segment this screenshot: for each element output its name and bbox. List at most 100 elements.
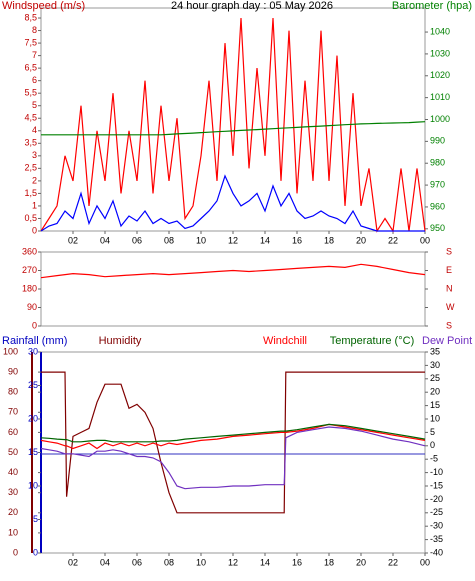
series-line bbox=[40, 174, 425, 232]
y2ticks-label: 1040 bbox=[430, 26, 450, 36]
y2ticks-label: 20 bbox=[430, 387, 440, 397]
y2ticks-label: -35 bbox=[430, 534, 443, 544]
y3ticks-label: 5 bbox=[33, 514, 38, 524]
yticks-label: 3,5 bbox=[24, 138, 37, 148]
series-line bbox=[40, 423, 426, 443]
x-tick-label: 18 bbox=[324, 557, 334, 567]
y2ticks-label: 5 bbox=[430, 427, 435, 437]
yticks-label: 7,5 bbox=[24, 37, 37, 47]
yticks-label: 270 bbox=[22, 265, 37, 275]
x-tick-label: 10 bbox=[196, 557, 206, 567]
x-tick-label: 06 bbox=[132, 557, 142, 567]
yticks-label: 10 bbox=[8, 527, 18, 537]
x-tick-label: 22 bbox=[388, 557, 398, 567]
title: 24 hour graph day : 05 May 2026 bbox=[171, 0, 333, 12]
yticks-label: 1,5 bbox=[24, 188, 37, 198]
x-tick-label: 14 bbox=[260, 557, 270, 567]
series-line bbox=[40, 426, 426, 490]
x-tick-label: 06 bbox=[132, 235, 142, 245]
y3ticks-label: 15 bbox=[28, 447, 38, 457]
y3ticks-label: 0 bbox=[33, 547, 38, 557]
y2ticks-label: 25 bbox=[430, 373, 440, 383]
legend-entry: Windchill bbox=[263, 335, 307, 347]
x-tick-label: 18 bbox=[324, 235, 334, 245]
yticks-label: 2 bbox=[32, 175, 37, 185]
x-tick-label: 14 bbox=[260, 235, 270, 245]
yticks-label: 0 bbox=[32, 320, 37, 330]
yticks-label: 3 bbox=[32, 150, 37, 160]
y2ticks-label: -5 bbox=[430, 454, 438, 464]
y2-label: Barometer (hpa) bbox=[392, 0, 472, 12]
y2ticks-label: -40 bbox=[430, 547, 443, 557]
series-line bbox=[40, 263, 426, 279]
y2ticks-label: 0 bbox=[430, 440, 435, 450]
yticks-label: 5,5 bbox=[24, 88, 37, 98]
yticks-label: 5 bbox=[32, 100, 37, 110]
x-tick-label: 12 bbox=[228, 235, 238, 245]
x-tick-label: 12 bbox=[228, 557, 238, 567]
legend-entry: Temperature (°C) bbox=[330, 335, 414, 347]
x-tick-label: 00 bbox=[420, 557, 430, 567]
yticks-label: 360 bbox=[22, 246, 37, 256]
y2ticks-label: 950 bbox=[430, 223, 445, 233]
yticks-label: 80 bbox=[8, 387, 18, 397]
yticks-label: 2,5 bbox=[24, 163, 37, 173]
yticks-label: 6,5 bbox=[24, 63, 37, 73]
yticks-label: 50 bbox=[8, 447, 18, 457]
y2ticks-label: 1000 bbox=[430, 114, 450, 124]
y2ticks-label: 35 bbox=[430, 346, 440, 356]
yticks-label: 90 bbox=[8, 366, 18, 376]
rain-label: Rainfall (mm) bbox=[2, 335, 67, 347]
x-tick-label: 08 bbox=[164, 235, 174, 245]
x-tick-label: 20 bbox=[356, 557, 366, 567]
y2ticks-label: W bbox=[446, 302, 455, 312]
yticks-label: 20 bbox=[8, 507, 18, 517]
y2ticks-label: E bbox=[446, 265, 452, 275]
yticks-label: 70 bbox=[8, 407, 18, 417]
series-line bbox=[41, 371, 425, 514]
yticks-label: 4 bbox=[32, 125, 37, 135]
y2ticks-label: 30 bbox=[430, 360, 440, 370]
y2ticks-label: -25 bbox=[430, 507, 443, 517]
x-tick-label: 10 bbox=[196, 235, 206, 245]
legend-entry: Humidity bbox=[99, 335, 142, 347]
yticks-label: 8,5 bbox=[24, 12, 37, 22]
y-label: Windspeed (m/s) bbox=[2, 0, 85, 12]
x-tick-label: 16 bbox=[292, 557, 302, 567]
yticks-label: 7 bbox=[32, 50, 37, 60]
yticks-label: 90 bbox=[27, 302, 37, 312]
yticks-label: 8 bbox=[32, 25, 37, 35]
yticks-label: 4,5 bbox=[24, 113, 37, 123]
y3ticks-label: 25 bbox=[28, 380, 38, 390]
y2ticks-label: 1020 bbox=[430, 70, 450, 80]
series-line bbox=[40, 17, 426, 233]
y2ticks-label: -30 bbox=[430, 521, 443, 531]
yticks-label: 0,5 bbox=[24, 213, 37, 223]
y2ticks-label: 990 bbox=[430, 136, 445, 146]
x-tick-label: 16 bbox=[292, 235, 302, 245]
yticks-label: 100 bbox=[3, 346, 18, 356]
yticks-label: 0 bbox=[13, 547, 18, 557]
y2ticks-label: 10 bbox=[430, 413, 440, 423]
x-tick-label: 04 bbox=[100, 557, 110, 567]
yticks-label: 30 bbox=[8, 487, 18, 497]
x-tick-label: 00 bbox=[420, 235, 430, 245]
series-line bbox=[41, 121, 426, 136]
y3ticks-label: 30 bbox=[28, 346, 38, 356]
y2ticks-label: 970 bbox=[430, 179, 445, 189]
yticks-label: 1 bbox=[32, 200, 37, 210]
yticks-label: 6 bbox=[32, 75, 37, 85]
y3ticks-label: 10 bbox=[28, 480, 38, 490]
x-tick-label: 20 bbox=[356, 235, 366, 245]
x-tick-label: 04 bbox=[100, 235, 110, 245]
y3ticks-label: 20 bbox=[28, 413, 38, 423]
x-tick-label: 02 bbox=[68, 235, 78, 245]
y2ticks-label: 1010 bbox=[430, 92, 450, 102]
x-tick-label: 22 bbox=[388, 235, 398, 245]
yticks-label: 40 bbox=[8, 467, 18, 477]
y2ticks-label: N bbox=[446, 283, 453, 293]
y2ticks-label: -10 bbox=[430, 467, 443, 477]
y2ticks-label: -20 bbox=[430, 494, 443, 504]
